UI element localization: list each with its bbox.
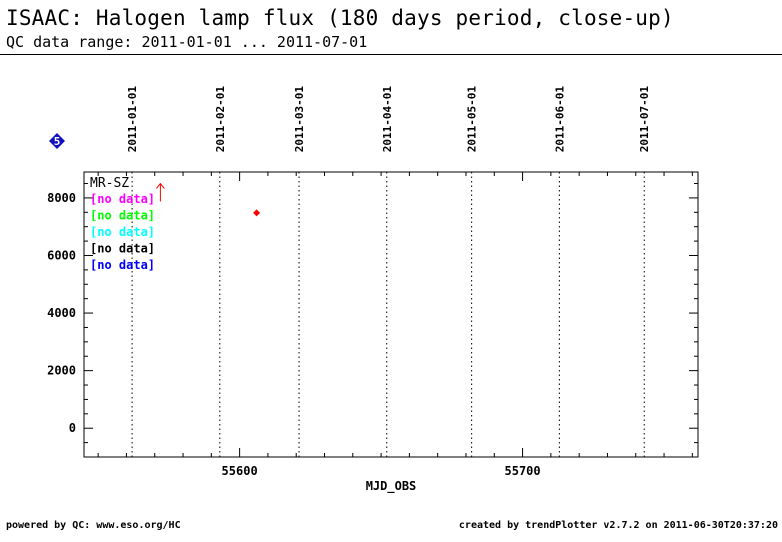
y-tick-label: 6000 xyxy=(47,248,76,262)
legend-entry: [no data] xyxy=(90,225,155,239)
plot-frame xyxy=(83,171,699,458)
x-axis-label: MJD_OBS xyxy=(366,479,417,494)
footer-created-by: created by trendPlotter v2.7.2 on 2011-0… xyxy=(458,520,778,531)
page-subtitle: QC data range: 2011-01-01 ... 2011-07-01 xyxy=(6,33,368,51)
legend-entry: [no data] xyxy=(90,242,155,256)
badge-label: 5 xyxy=(54,135,61,148)
date-marker-label: 2011-03-01 xyxy=(293,86,306,153)
legend-entry: [no data] xyxy=(90,209,155,223)
legend-entry: [no data] xyxy=(90,192,155,206)
page-title: ISAAC: Halogen lamp flux (180 days perio… xyxy=(6,6,674,30)
date-marker-label: 2011-06-01 xyxy=(553,86,566,153)
data-points xyxy=(156,182,261,217)
date-marker-label: 2011-04-01 xyxy=(381,86,394,153)
date-marker-label: 2011-01-01 xyxy=(126,86,139,153)
y-tick-label: 0 xyxy=(69,421,76,435)
badge-diamond-shape[interactable] xyxy=(49,133,65,149)
x-tick-label: 55600 xyxy=(222,464,258,478)
date-marker-label: 2011-07-01 xyxy=(638,86,651,153)
legend: MR-SZ[no data][no data][no data][no data… xyxy=(90,176,155,272)
legend-title: MR-SZ xyxy=(90,176,129,191)
title-divider xyxy=(0,54,782,55)
x-tick-label: 55700 xyxy=(505,464,541,478)
date-marker-label: 2011-05-01 xyxy=(466,86,479,153)
upper-limit-arrow xyxy=(156,182,165,202)
y-tick-label: 8000 xyxy=(47,191,76,205)
y-tick-label: 4000 xyxy=(47,306,76,320)
y-tick-label: 2000 xyxy=(47,364,76,378)
data-point xyxy=(253,209,261,217)
x-axis: 55600 55700 MJD_OBS xyxy=(97,172,693,494)
date-marker-label: 2011-02-01 xyxy=(214,86,227,153)
y-axis: 0 2000 4000 6000 8000 xyxy=(47,183,698,444)
footer-powered-by: powered by QC: www.eso.org/HC xyxy=(6,520,181,531)
badge-diamond[interactable]: 5 xyxy=(49,133,65,149)
legend-entry: [no data] xyxy=(90,258,155,272)
date-markers: 2011-01-01 2011-02-01 2011-03-01 2011-04-01… xyxy=(126,86,651,457)
